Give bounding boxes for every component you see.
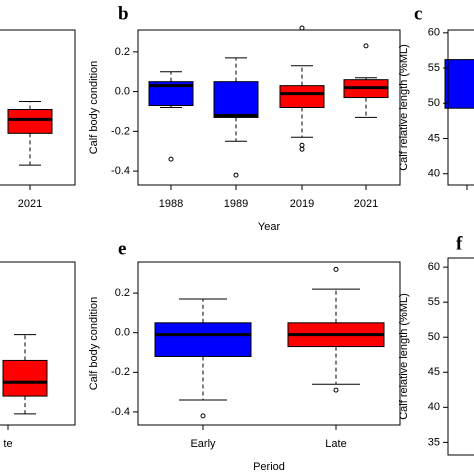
plot-frame bbox=[137, 261, 401, 426]
x-axis-label: Year bbox=[258, 221, 281, 233]
plot-frame bbox=[447, 29, 474, 186]
y-tick-label: 50 bbox=[428, 97, 440, 109]
plot-frame bbox=[447, 257, 474, 456]
outlier bbox=[299, 142, 305, 148]
x-tick-label: 1988 bbox=[159, 198, 183, 210]
outlier bbox=[333, 266, 339, 272]
y-tick-label: 0.2 bbox=[115, 46, 130, 58]
outlier bbox=[363, 43, 369, 49]
y-tick-label: 55 bbox=[428, 62, 440, 74]
box bbox=[154, 322, 252, 357]
y-tick-label: 0.0 bbox=[115, 327, 130, 339]
y-tick-label: 45 bbox=[428, 132, 440, 144]
outlier bbox=[299, 146, 305, 152]
y-tick-label: 0.0 bbox=[115, 86, 130, 98]
panel-label: b bbox=[118, 3, 129, 24]
box bbox=[213, 81, 259, 118]
y-tick-label: 55 bbox=[428, 296, 440, 308]
y-tick-label: -0.4 bbox=[111, 406, 130, 418]
outlier bbox=[168, 156, 174, 162]
outlier bbox=[233, 172, 239, 178]
box bbox=[444, 59, 474, 109]
y-tick-label: 45 bbox=[428, 366, 440, 378]
y-axis-label: Calf relative length (%ML) bbox=[398, 293, 410, 420]
box bbox=[279, 85, 325, 109]
y-tick-label: 60 bbox=[428, 27, 440, 39]
plot-frame bbox=[137, 29, 401, 186]
x-tick-label: 2019 bbox=[290, 198, 314, 210]
box bbox=[2, 359, 48, 397]
outlier bbox=[200, 413, 206, 419]
y-tick-label: -0.2 bbox=[111, 366, 130, 378]
panel-label: e bbox=[118, 238, 126, 259]
y-tick-label: -0.4 bbox=[111, 165, 130, 177]
plot-frame bbox=[0, 261, 76, 426]
x-tick-label: 2021 bbox=[354, 198, 378, 210]
x-tick-label: te bbox=[3, 438, 12, 450]
panel-label: c bbox=[414, 3, 422, 24]
box bbox=[148, 81, 194, 107]
y-tick-label: -0.2 bbox=[111, 125, 130, 137]
y-axis-label: Calf body condition bbox=[88, 61, 100, 155]
y-tick-label: 40 bbox=[428, 168, 440, 180]
x-tick-label: 2021 bbox=[18, 198, 42, 210]
x-tick-label: 1989 bbox=[224, 198, 248, 210]
y-tick-label: 40 bbox=[428, 401, 440, 413]
y-axis-label: Calf body condition bbox=[88, 297, 100, 391]
box bbox=[7, 108, 53, 134]
y-tick-label: 35 bbox=[428, 436, 440, 448]
x-tick-label: Late bbox=[325, 438, 346, 450]
y-tick-label: 0.2 bbox=[115, 287, 130, 299]
panel-label: f bbox=[456, 233, 463, 254]
x-axis-label: Period bbox=[253, 461, 285, 473]
x-tick-label: Early bbox=[190, 438, 216, 450]
plot-frame bbox=[0, 29, 76, 186]
y-tick-label: 50 bbox=[428, 331, 440, 343]
outlier bbox=[333, 387, 339, 393]
y-tick-label: 60 bbox=[428, 261, 440, 273]
outlier bbox=[299, 25, 305, 31]
y-axis-label: Calf relative length (%ML) bbox=[398, 44, 410, 171]
